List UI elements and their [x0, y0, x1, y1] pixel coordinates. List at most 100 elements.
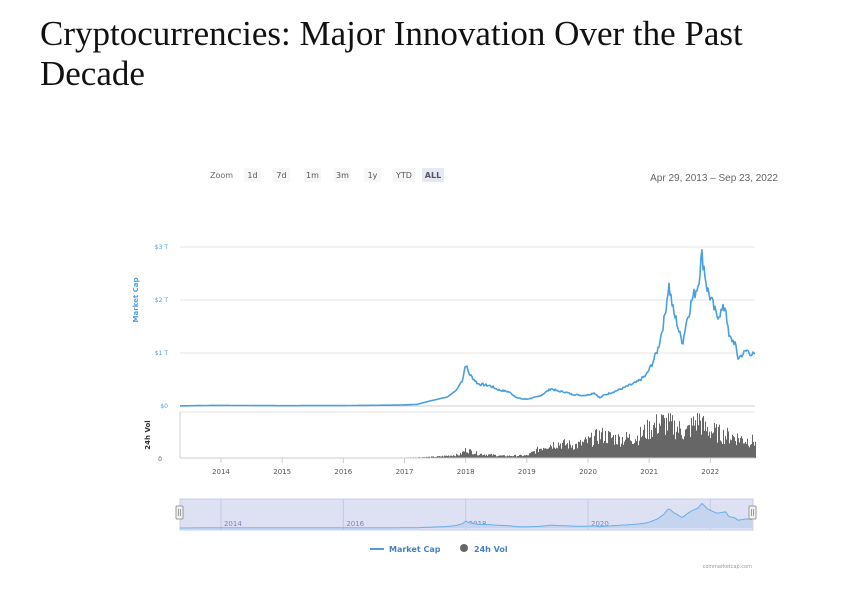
volume-bar: [579, 442, 580, 458]
volume-bar: [438, 456, 439, 458]
volume-bar: [565, 445, 566, 458]
volume-bar: [752, 434, 753, 458]
legend: Market Cap 24h Vol: [370, 544, 508, 554]
volume-bar: [751, 444, 752, 458]
volume-bar: [475, 453, 476, 458]
volume-bar: [575, 444, 576, 458]
volume-bar: [492, 455, 493, 458]
volume-bar: [466, 452, 467, 458]
volume-bar: [623, 444, 624, 458]
volume-bar: [498, 455, 499, 458]
volume-bar: [665, 434, 666, 458]
volume-bar: [721, 441, 722, 458]
volume-bar: [506, 456, 507, 458]
volume-bar: [607, 443, 608, 458]
volume-bar: [571, 447, 572, 458]
volume-bar: [702, 417, 703, 458]
volume-bar: [519, 455, 520, 458]
volume-bar: [728, 431, 729, 458]
volume-bar: [708, 435, 709, 458]
volume-bar: [589, 437, 590, 458]
volume-bar: [431, 456, 432, 458]
volume-bar: [467, 452, 468, 458]
zoom-button-bg: [422, 168, 444, 182]
volume-bar: [588, 436, 589, 458]
volume-bar: [642, 435, 643, 458]
volume-bar: [656, 414, 657, 458]
volume-bar: [741, 436, 742, 458]
volume-bar: [594, 436, 595, 458]
volume-bar: [729, 443, 730, 458]
volume-bar: [666, 417, 667, 458]
volume-bar: [552, 448, 553, 458]
volume-bar: [457, 454, 458, 458]
zoom-button-3m[interactable]: 3m: [334, 168, 351, 182]
x-tick-label: 2015: [273, 468, 291, 476]
volume-bar: [536, 448, 537, 458]
x-tick-label: 2022: [701, 468, 719, 476]
volume-bar: [612, 437, 613, 458]
volume-bar: [740, 437, 741, 458]
zoom-button-7d[interactable]: 7d: [273, 168, 290, 182]
legend-item-market-cap[interactable]: Market Cap: [370, 545, 441, 554]
volume-bar: [474, 453, 475, 458]
volume-bar: [562, 442, 563, 458]
volume-bar: [710, 438, 711, 458]
volume-bar: [679, 421, 680, 458]
volume-bar: [682, 438, 683, 458]
volume-bar: [673, 434, 674, 458]
volume-bar: [482, 455, 483, 458]
volume-bar: [555, 448, 556, 458]
volume-bar: [576, 443, 577, 458]
legend-item-volume[interactable]: 24h Vol: [460, 544, 508, 554]
volume-bar: [712, 433, 713, 458]
volume-bar: [620, 446, 621, 458]
volume-bar: [537, 446, 538, 458]
volume-bar: [696, 430, 697, 458]
navigator-handle-right[interactable]: [748, 505, 757, 520]
volume-bar: [681, 435, 682, 458]
y-axis-title-volume: 24h Vol: [144, 420, 152, 449]
zoom-button-label: ALL: [425, 171, 441, 180]
zoom-button-bg: [364, 168, 381, 182]
navigator[interactable]: 20142016201820202022: [175, 498, 757, 531]
volume-bar: [717, 442, 718, 458]
volume-bar: [532, 451, 533, 458]
credit-link[interactable]: coinmarketcap.com: [703, 564, 752, 570]
volume-bar: [704, 430, 705, 458]
volume-bar: [599, 430, 600, 458]
volume-bar: [633, 443, 634, 458]
zoom-button-1d[interactable]: 1d: [244, 168, 261, 182]
zoom-button-1y[interactable]: 1y: [364, 168, 381, 182]
volume-bar: [486, 454, 487, 458]
volume-bar: [530, 452, 531, 458]
volume-bar: [505, 456, 506, 458]
volume-bar: [534, 451, 535, 458]
zoom-button-1m[interactable]: 1m: [304, 168, 321, 182]
volume-bar: [509, 455, 510, 458]
navigator-handle-left[interactable]: [175, 505, 184, 520]
volume-bar: [468, 453, 469, 458]
volume-bar: [566, 444, 567, 458]
volume-bar: [439, 455, 440, 458]
volume-bar: [652, 436, 653, 458]
volume-bar: [497, 456, 498, 458]
volume-bar: [670, 413, 671, 458]
volume-bar: [597, 440, 598, 458]
volume-bar: [459, 455, 460, 458]
volume-bar: [503, 455, 504, 458]
volume-bar: [443, 456, 444, 458]
volume-bar: [690, 436, 691, 458]
volume-bar: [667, 430, 668, 458]
volume-bar: [628, 437, 629, 458]
zoom-button-ytd[interactable]: YTD: [393, 168, 415, 182]
volume-bar: [639, 440, 640, 458]
volume-bar: [440, 456, 441, 458]
zoom-button-all[interactable]: ALL: [422, 168, 444, 182]
zoom-button-label: 7d: [276, 171, 286, 180]
volume-bar: [684, 436, 685, 458]
volume-bar: [574, 449, 575, 458]
volume-bar: [658, 432, 659, 458]
volume-bar: [453, 455, 454, 458]
volume-bar: [697, 413, 698, 458]
